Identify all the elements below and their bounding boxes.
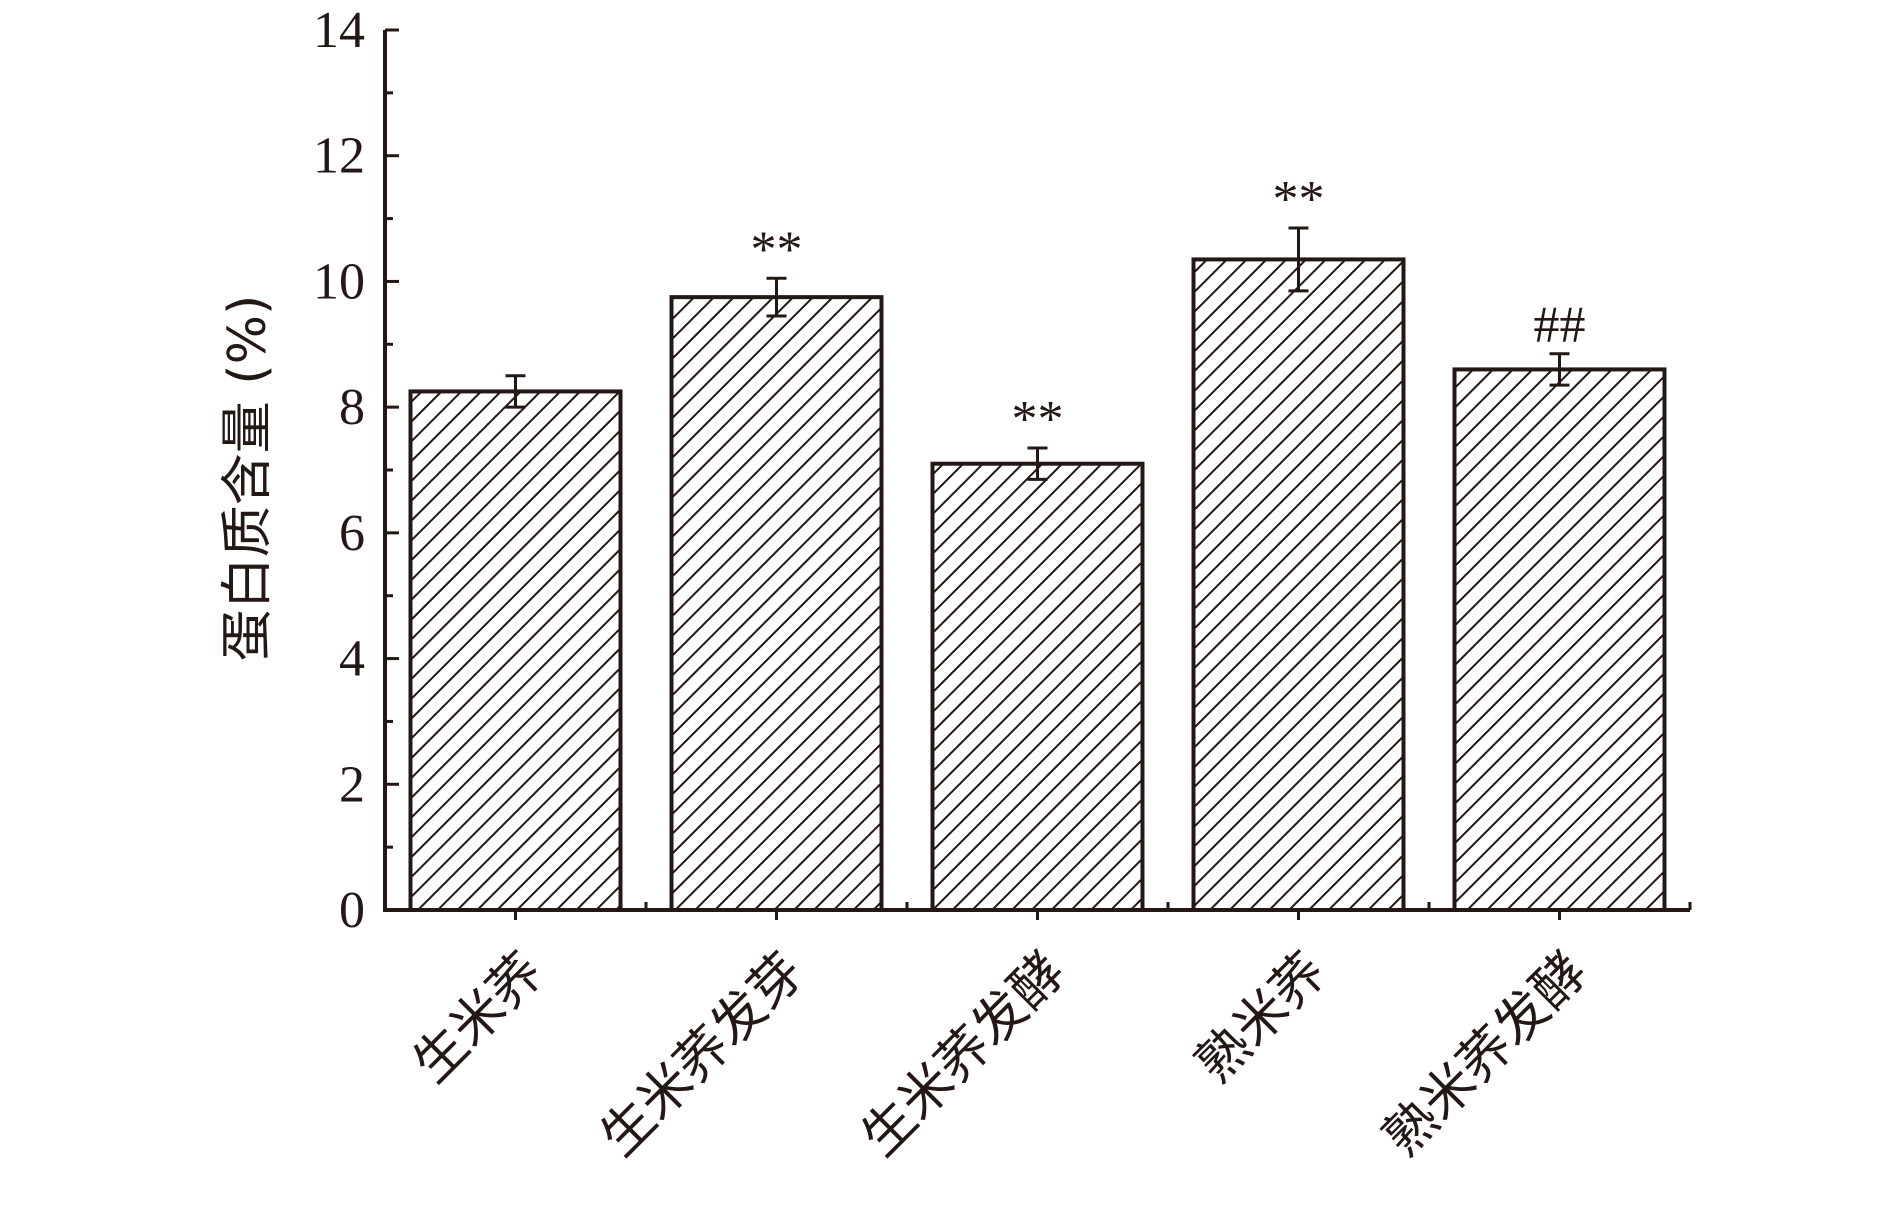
y-tick-label-12: 12 [313,128,365,185]
error-bar-5 [1549,352,1570,387]
x-tick-label-3: 生米荞发酵 [850,942,1076,1168]
bar-5 [1452,367,1667,912]
y-axis-title: 蛋白质含量 (%) [218,295,278,662]
error-bar-3 [1027,446,1048,481]
significance-mark-2: ** [751,221,803,278]
y-tick-label-8: 8 [339,379,365,436]
x-tick-label-5: 熟米荞发酵 [1372,942,1598,1168]
significance-mark-5: ## [1534,297,1586,354]
y-tick-label-14: 14 [313,2,365,59]
error-bar-1 [505,374,526,409]
y-tick-label-10: 10 [313,253,365,310]
significance-mark-3: ** [1012,391,1064,448]
bar-1 [408,389,623,912]
y-tick-label-2: 2 [339,756,365,813]
error-bar-2 [766,276,787,318]
axes-layer [383,28,1692,920]
error-bars-layer [505,226,1570,481]
bars-layer [408,257,1667,912]
x-tick-label-4: 熟米荞 [1185,942,1338,1095]
bar-4 [1191,257,1406,912]
y-tick-label-6: 6 [339,505,365,562]
bar-3 [930,461,1145,912]
bar-2 [669,295,884,912]
significance-mark-4: ** [1273,171,1325,228]
x-tick-label-2: 生米荞发芽 [589,942,815,1168]
y-tick-label-0: 0 [339,882,365,939]
x-tick-label-1: 生米荞 [402,942,555,1095]
error-bar-4 [1288,226,1309,293]
y-tick-label-4: 4 [339,631,365,688]
